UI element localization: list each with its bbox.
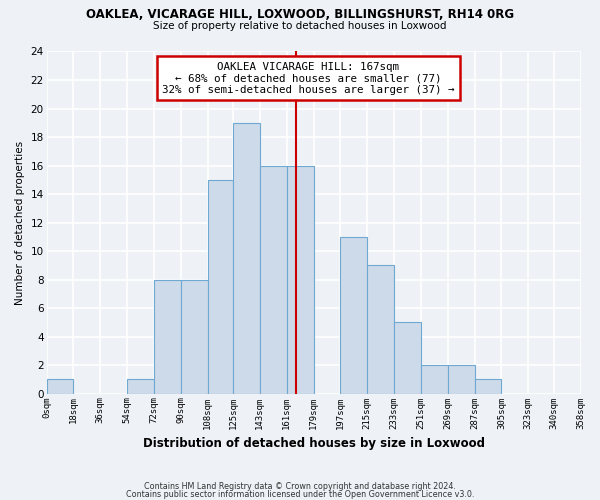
Bar: [181, 280, 208, 394]
Bar: [208, 180, 233, 394]
Bar: [421, 365, 448, 394]
Bar: [475, 380, 502, 394]
Bar: [260, 166, 287, 394]
Bar: [233, 123, 260, 394]
Bar: [127, 380, 154, 394]
Text: Contains HM Land Registry data © Crown copyright and database right 2024.: Contains HM Land Registry data © Crown c…: [144, 482, 456, 491]
Bar: [394, 322, 421, 394]
Y-axis label: Number of detached properties: Number of detached properties: [15, 140, 25, 304]
Bar: [340, 237, 367, 394]
X-axis label: Distribution of detached houses by size in Loxwood: Distribution of detached houses by size …: [143, 437, 485, 450]
Text: OAKLEA, VICARAGE HILL, LOXWOOD, BILLINGSHURST, RH14 0RG: OAKLEA, VICARAGE HILL, LOXWOOD, BILLINGS…: [86, 8, 514, 20]
Bar: [287, 166, 314, 394]
Text: Contains public sector information licensed under the Open Government Licence v3: Contains public sector information licen…: [126, 490, 474, 499]
Bar: [367, 266, 394, 394]
Bar: [154, 280, 181, 394]
Bar: [448, 365, 475, 394]
Text: OAKLEA VICARAGE HILL: 167sqm
← 68% of detached houses are smaller (77)
32% of se: OAKLEA VICARAGE HILL: 167sqm ← 68% of de…: [162, 62, 454, 95]
Bar: [47, 380, 73, 394]
Text: Size of property relative to detached houses in Loxwood: Size of property relative to detached ho…: [153, 21, 447, 31]
